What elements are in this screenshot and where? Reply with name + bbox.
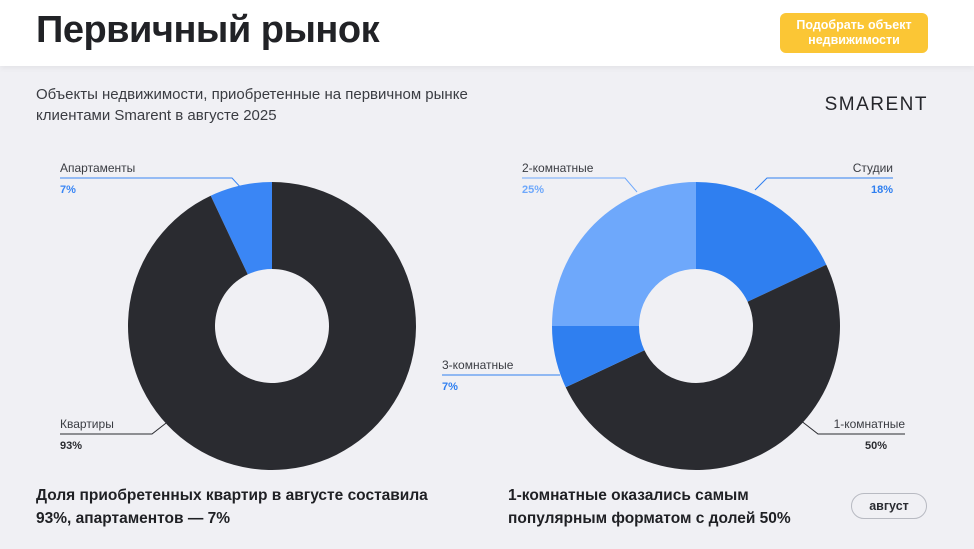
legend-label-flats: Квартиры bbox=[60, 417, 114, 431]
data-label-two-room: 25% bbox=[522, 184, 544, 196]
room-count-slice-2 bbox=[552, 326, 645, 388]
chart-subtitle: Объекты недвижимости, приобретенные на п… bbox=[36, 86, 468, 124]
legend-label-apartments: Апартаменты bbox=[60, 161, 135, 175]
property-type-slice-0 bbox=[210, 182, 272, 275]
property-type-slice-1 bbox=[127, 182, 416, 470]
room-count-donut bbox=[552, 182, 841, 471]
data-label-flats: 93% bbox=[60, 440, 82, 452]
legend-label-one-room: 1-комнатные bbox=[834, 417, 906, 431]
data-label-three-room: 7% bbox=[442, 381, 458, 393]
leader-line-two-room bbox=[522, 177, 638, 193]
data-label-apartments: 7% bbox=[60, 184, 76, 196]
leader-line-studios bbox=[754, 177, 893, 191]
header: Первичный рынок Подобрать объект недвижи… bbox=[0, 0, 974, 66]
page-title: Первичный рынок bbox=[36, 9, 380, 51]
data-label-one-room: 50% bbox=[865, 440, 887, 452]
month-filter-pill[interactable]: август bbox=[851, 493, 927, 519]
legend-label-two-room: 2-комнатные bbox=[522, 161, 594, 175]
caption-property-type: Доля приобретенных квартир в августе сос… bbox=[36, 487, 428, 527]
property-type-donut bbox=[127, 182, 416, 470]
room-count-slice-0 bbox=[696, 182, 827, 302]
find-property-button[interactable]: Подобрать объект недвижимости bbox=[780, 13, 928, 53]
brand-logo: SMARENT bbox=[824, 94, 928, 115]
room-count-slice-3 bbox=[552, 182, 696, 326]
leader-line-flats bbox=[60, 419, 171, 435]
legend-label-three-room: 3-комнатные bbox=[442, 358, 514, 372]
leader-line-apartments bbox=[60, 177, 244, 191]
data-label-studios: 18% bbox=[871, 184, 893, 196]
caption-room-count: 1-комнатные оказались самым популярным ф… bbox=[508, 487, 791, 527]
legend-label-studios: Студии bbox=[853, 161, 893, 175]
room-count-slice-1 bbox=[565, 264, 841, 471]
leader-line-one-room bbox=[799, 419, 905, 435]
